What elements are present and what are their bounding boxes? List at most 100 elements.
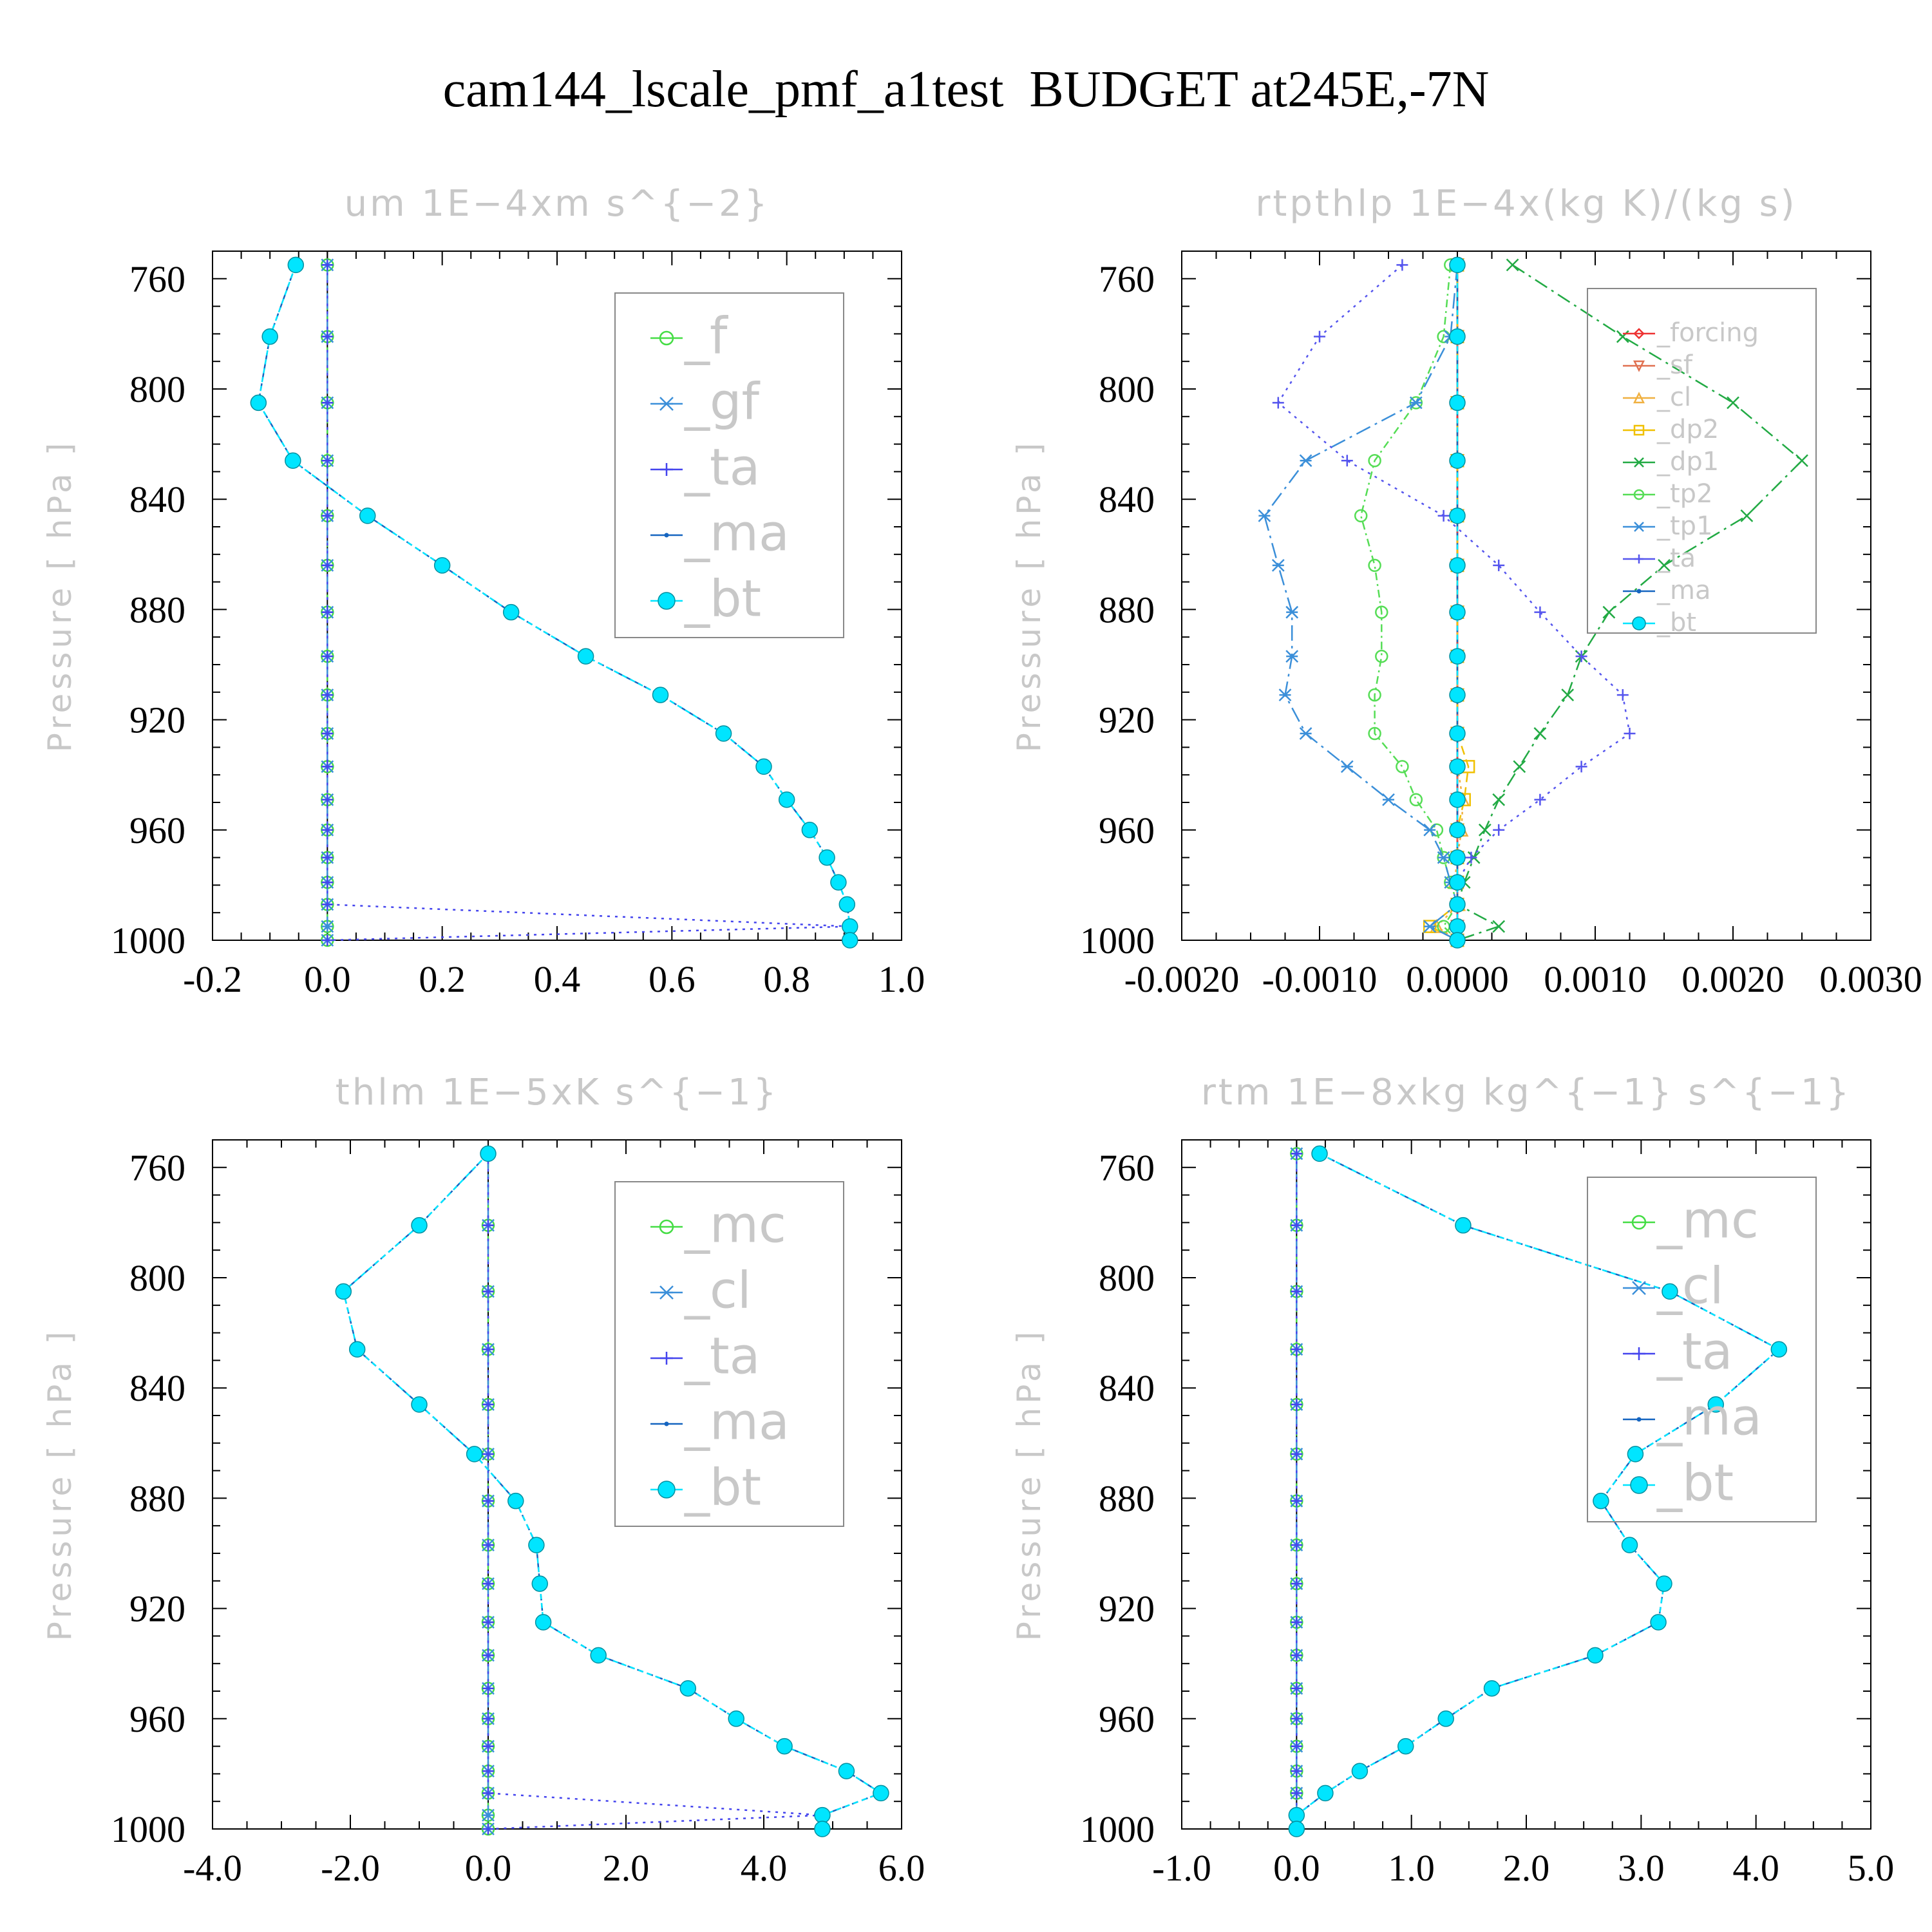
data-point [1707, 1396, 1724, 1413]
x-tick-label: 0.0010 [1544, 958, 1647, 1000]
legend-marker [1634, 522, 1644, 532]
y-axis-label: Pressure [ hPa ] [1010, 439, 1048, 752]
legend-label: _tp1 [1656, 511, 1713, 541]
data-point [838, 1763, 855, 1779]
legend-label: _ma [684, 504, 790, 562]
legend-label: _f [684, 307, 728, 365]
data-point [321, 559, 334, 571]
legend-item: _ma [650, 504, 790, 562]
x-tick-label: 0.0 [1273, 1847, 1320, 1889]
data-point [1299, 454, 1312, 468]
data-point [1375, 649, 1388, 663]
x-tick-label: 0.0 [304, 958, 351, 1000]
data-point [433, 557, 451, 574]
data-point [321, 330, 334, 343]
x-tick-label: 0.4 [534, 958, 581, 1000]
y-tick-label: 840 [1099, 478, 1155, 520]
data-point [1437, 1710, 1454, 1727]
legend-item: _cl [1623, 1257, 1724, 1315]
data-point [321, 851, 334, 864]
series-line [1428, 265, 1470, 942]
data-point [1423, 920, 1437, 933]
y-tick-label: 800 [129, 1257, 185, 1299]
legend-item: _ma [1623, 576, 1710, 605]
data-point [801, 822, 819, 838]
data-point [1291, 1343, 1303, 1356]
legend-label: _bt [684, 1459, 761, 1517]
data-point [1449, 791, 1466, 808]
data-point [577, 648, 594, 665]
data-point [482, 1823, 494, 1835]
y-tick-label: 1000 [1080, 1808, 1155, 1850]
legend-item: _bt [650, 570, 761, 628]
data-point [1291, 1765, 1303, 1777]
legend-label: _gf [684, 373, 761, 431]
data-point [359, 507, 376, 524]
data-point [1650, 1614, 1667, 1631]
data-point [482, 1765, 494, 1777]
data-point [321, 397, 334, 409]
data-point [1317, 1785, 1334, 1802]
y-tick-label: 920 [129, 699, 185, 741]
data-point [1311, 1145, 1328, 1162]
legend-marker [1631, 1215, 1647, 1230]
data-point [285, 452, 301, 469]
legend-box [1587, 1177, 1817, 1522]
legend-label: _bt [684, 570, 761, 628]
data-point [1492, 920, 1506, 933]
data-point [507, 1492, 524, 1510]
data-point [1449, 557, 1466, 574]
data-point [1602, 605, 1616, 619]
legend-item: _dp2 [1623, 415, 1719, 444]
data-point [321, 728, 334, 739]
data-point [1291, 1649, 1303, 1662]
data-point [1368, 558, 1381, 573]
data-point [1449, 507, 1466, 524]
legend-marker [1634, 457, 1644, 468]
data-point [1455, 1217, 1472, 1234]
x-tick-label: 0.0 [465, 1847, 512, 1889]
data-point [482, 1682, 494, 1694]
data-point [1740, 509, 1754, 522]
data-point [321, 455, 334, 467]
data-point [1423, 823, 1437, 837]
legend-item: _cl [1623, 383, 1691, 412]
y-tick-label: 880 [1099, 589, 1155, 630]
legend-label: _ta [1656, 1323, 1732, 1381]
series-bt [1449, 256, 1466, 949]
data-point [1770, 1341, 1788, 1358]
data-point [482, 1343, 494, 1356]
legend-marker [659, 397, 674, 411]
legend-item: _cl [650, 1262, 752, 1320]
data-point [535, 1614, 552, 1631]
data-point [1409, 793, 1423, 806]
data-point [1291, 1148, 1303, 1160]
data-point [1449, 932, 1466, 949]
series-line [327, 265, 850, 942]
y-tick-label: 760 [1099, 1147, 1155, 1189]
series-bt [250, 256, 858, 949]
y-axis-label: Pressure [ hPa ] [41, 1328, 79, 1641]
legend-label: _ta [1656, 544, 1696, 573]
legend-item: _tp1 [1623, 511, 1713, 541]
data-point [321, 689, 334, 701]
series-line [1456, 264, 1803, 942]
y-tick-label: 760 [129, 1147, 185, 1189]
data-point [652, 687, 669, 703]
y-tick-label: 800 [129, 368, 185, 410]
legend-box [614, 292, 844, 638]
data-point [1291, 1682, 1303, 1694]
y-tick-label: 960 [1099, 810, 1155, 851]
legend-marker [1636, 589, 1642, 594]
data-point [482, 1495, 494, 1507]
y-tick-label: 880 [129, 1477, 185, 1519]
legend-item: _bt [1623, 608, 1696, 638]
data-point [482, 1712, 494, 1725]
data-point [842, 932, 858, 949]
data-point [250, 394, 267, 412]
data-point [1291, 1787, 1303, 1799]
legend: _f _gf _ta _ma _bt [614, 292, 844, 638]
legend-marker [659, 1285, 674, 1300]
data-point [776, 1738, 793, 1755]
legend-item: _f [650, 307, 728, 365]
